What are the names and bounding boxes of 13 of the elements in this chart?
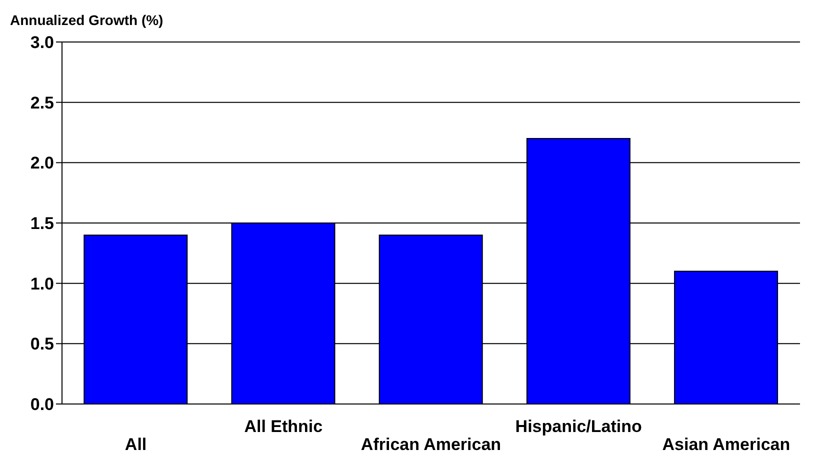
- y-tick-label: 1.0: [30, 274, 54, 294]
- y-axis-title: Annualized Growth (%): [10, 12, 164, 28]
- x-tick-label: All: [124, 435, 147, 454]
- y-tick-label: 2.0: [30, 154, 54, 173]
- y-tick-label: 1.5: [30, 214, 54, 234]
- y-tick-label: 2.5: [30, 93, 54, 112]
- y-tick-label: 0.5: [30, 334, 54, 354]
- x-tick-label: African American: [360, 435, 502, 454]
- y-tick-label: 3.0: [30, 33, 54, 52]
- x-tick-label: Hispanic/Latino: [515, 417, 642, 436]
- x-tick-label: All Ethnic: [244, 417, 323, 436]
- x-tick-label: Asian American: [662, 435, 790, 454]
- y-tick-label: 0.0: [30, 395, 54, 414]
